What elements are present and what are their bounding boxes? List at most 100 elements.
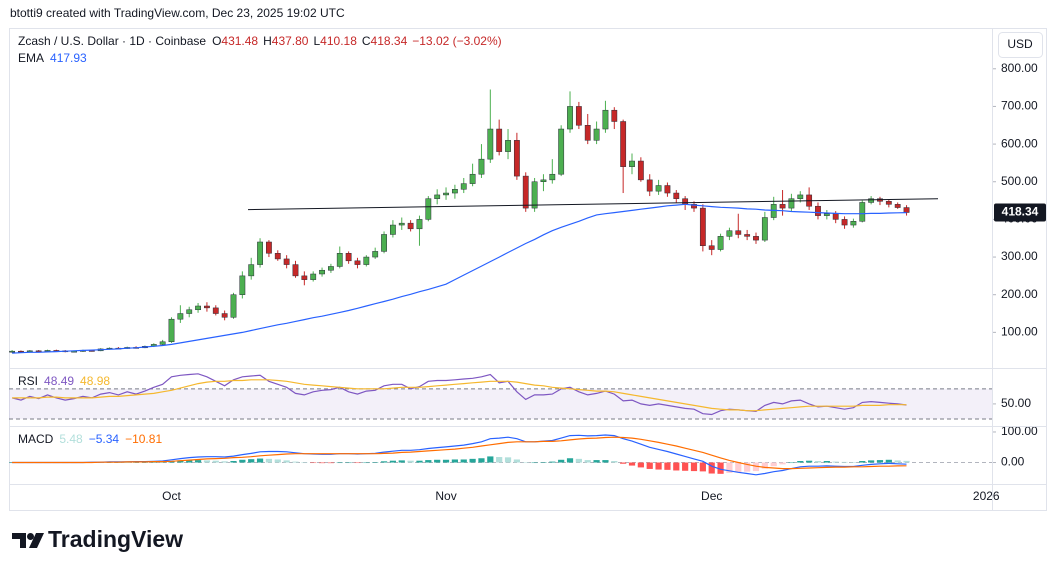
candle-body <box>434 194 441 199</box>
histogram-bar <box>540 462 547 463</box>
histogram-bar <box>876 460 884 463</box>
candle-body <box>212 307 219 314</box>
legend-label: MACD <box>18 432 54 446</box>
histogram-bar <box>531 462 538 464</box>
histogram-bar <box>389 460 397 463</box>
histogram-bar <box>673 462 680 471</box>
candle-body <box>885 201 892 205</box>
y-tick-label: 700.00 <box>1001 99 1038 113</box>
candle-body <box>823 213 830 216</box>
histogram-bar <box>363 462 370 464</box>
candle-body <box>744 234 751 237</box>
candle-body <box>531 181 538 209</box>
histogram-bar <box>850 462 857 463</box>
candle-body <box>336 253 343 267</box>
currency-box[interactable] <box>998 32 1043 58</box>
histogram-bar <box>806 460 813 463</box>
candle-body <box>682 198 689 205</box>
candle-body <box>363 256 370 265</box>
candle-body <box>540 179 547 182</box>
histogram-bar <box>407 460 414 463</box>
candle-body <box>779 204 786 209</box>
candle-body <box>248 264 255 277</box>
candle-body <box>478 158 485 175</box>
legend-label: EMA <box>18 51 44 65</box>
histogram-bar <box>451 459 458 463</box>
histogram-bar <box>549 461 556 463</box>
candle-body <box>345 253 352 262</box>
histogram-bar <box>761 462 768 469</box>
histogram-bar <box>504 457 512 463</box>
histogram-bar <box>735 462 742 473</box>
candle-body <box>221 313 228 318</box>
y-tick-label: 0.00 <box>1001 455 1025 469</box>
candle-body <box>204 305 210 309</box>
histogram-bar <box>496 457 503 463</box>
legend-value: 410.18 <box>320 34 357 48</box>
candle-body <box>195 305 201 311</box>
candle-body <box>673 192 680 199</box>
histogram-bar <box>354 462 361 464</box>
histogram-bar <box>345 462 352 464</box>
candle-body <box>567 106 573 130</box>
logo-mark <box>29 533 44 548</box>
candle-body <box>186 309 193 314</box>
histogram-bar <box>770 462 777 467</box>
histogram-bar <box>814 461 822 463</box>
histogram-bar <box>186 460 193 463</box>
candle-body <box>868 198 875 203</box>
candle-body <box>274 253 281 260</box>
series-line <box>12 379 907 412</box>
histogram-bar <box>522 462 529 464</box>
candle-body <box>584 125 591 141</box>
y-tick-label: 50.00 <box>1001 396 1031 410</box>
header: btotti9 created with TradingView.com, De… <box>10 6 345 20</box>
footer-logo: TradingView <box>12 526 183 552</box>
candle-body <box>894 204 901 208</box>
candle-body <box>593 128 600 141</box>
ema-legend: EMA 417.93 <box>18 51 87 65</box>
candle-body <box>850 221 857 226</box>
candle-body <box>602 109 609 130</box>
histogram-bar <box>513 459 520 463</box>
candle-body <box>620 121 627 167</box>
x-tick-label: 2026 <box>973 489 1000 503</box>
candle-body <box>717 236 724 250</box>
candle-body <box>230 294 237 318</box>
series-line <box>12 203 907 354</box>
legend-value: 437.80 <box>272 34 309 48</box>
candle-body <box>708 245 715 250</box>
candle-body <box>505 140 511 152</box>
y-tick-label: 600.00 <box>1001 136 1038 150</box>
trend-line <box>247 198 939 211</box>
histogram-bar <box>478 458 485 463</box>
histogram-bar <box>894 460 901 463</box>
candle-body <box>699 207 706 247</box>
histogram-bar <box>593 460 600 463</box>
legend-label: L <box>313 34 320 48</box>
histogram-bar <box>575 458 582 463</box>
histogram-bar <box>868 460 875 463</box>
histogram-bar <box>292 461 299 463</box>
candle-body <box>496 128 503 152</box>
currency[interactable]: USD <box>1007 37 1033 51</box>
y-tick-label: 800.00 <box>1001 61 1038 75</box>
histogram-bar <box>620 462 627 464</box>
candle-body <box>655 185 662 192</box>
candle-body <box>832 213 839 220</box>
candle-body <box>381 234 387 252</box>
histogram-bar <box>194 460 202 463</box>
histogram-bar <box>744 462 751 472</box>
last-price: 418.34 <box>1002 205 1039 219</box>
histogram-bar <box>248 459 255 463</box>
histogram-bar <box>611 461 618 463</box>
candle-body <box>735 230 742 235</box>
y-tick-label: 200.00 <box>1001 287 1038 301</box>
histogram-bar <box>256 458 264 463</box>
candle-body <box>389 224 396 235</box>
candle-body <box>310 273 317 280</box>
histogram-bar <box>664 462 671 470</box>
